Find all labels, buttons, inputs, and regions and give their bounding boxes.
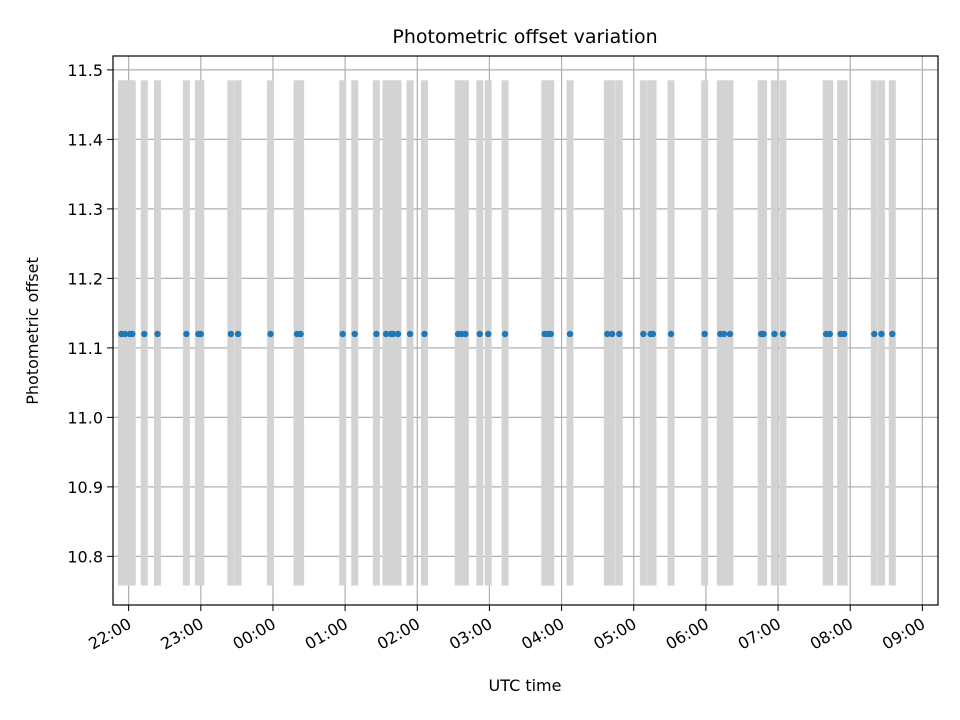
y-tick-label: 11.3 bbox=[67, 200, 103, 219]
y-axis: 10.8 10.9 11.0 11.1 11.2 11.3 11.4 11.5 bbox=[67, 61, 113, 566]
data-point bbox=[267, 330, 274, 338]
y-tick-label: 11.1 bbox=[67, 339, 103, 358]
data-point bbox=[129, 330, 136, 338]
data-point bbox=[604, 330, 611, 338]
x-tick-label: 05:00 bbox=[590, 614, 639, 654]
data-point bbox=[779, 330, 787, 338]
data-point bbox=[141, 330, 148, 338]
y-tick-label: 11.4 bbox=[67, 130, 103, 149]
data-point bbox=[390, 330, 397, 338]
x-tick-label: 07:00 bbox=[735, 614, 784, 654]
y-axis-label: Photometric offset bbox=[23, 257, 42, 405]
points-layer bbox=[118, 330, 896, 338]
y-tick-label: 11.0 bbox=[67, 408, 103, 427]
data-point bbox=[640, 330, 647, 338]
x-tick-label: 09:00 bbox=[879, 614, 928, 654]
x-tick-label: 06:00 bbox=[662, 614, 711, 654]
data-point bbox=[183, 330, 190, 338]
data-point bbox=[197, 330, 204, 338]
x-tick-label: 02:00 bbox=[374, 614, 423, 654]
y-tick-label: 11.5 bbox=[67, 61, 103, 80]
x-tick-label: 23:00 bbox=[157, 614, 206, 654]
data-point bbox=[339, 330, 346, 338]
y-tick-label: 10.9 bbox=[67, 478, 103, 497]
y-tick-label: 11.2 bbox=[67, 269, 103, 288]
x-tick-label: 08:00 bbox=[807, 614, 856, 654]
x-axis: 22:00 23:00 00:00 01:00 02:00 03:00 04:00 05:00… bbox=[85, 605, 928, 654]
data-point bbox=[485, 330, 492, 338]
data-point bbox=[889, 330, 896, 338]
chart-title: Photometric offset variation bbox=[392, 26, 657, 48]
data-point bbox=[501, 330, 509, 338]
data-point bbox=[760, 330, 767, 338]
data-point bbox=[394, 330, 402, 338]
y-tick-label: 10.8 bbox=[67, 547, 103, 566]
x-tick-label: 00:00 bbox=[230, 614, 279, 654]
data-point bbox=[406, 330, 414, 338]
x-tick-label: 22:00 bbox=[85, 614, 134, 654]
data-point bbox=[382, 330, 390, 338]
data-point bbox=[701, 330, 708, 338]
data-point bbox=[616, 330, 623, 338]
data-point bbox=[566, 330, 574, 338]
data-point bbox=[547, 330, 554, 338]
x-tick-label: 03:00 bbox=[446, 614, 495, 654]
data-point bbox=[649, 330, 657, 338]
data-point bbox=[154, 330, 161, 338]
data-point bbox=[840, 330, 848, 338]
data-point bbox=[878, 330, 885, 338]
data-point bbox=[234, 330, 242, 338]
data-point bbox=[421, 330, 428, 338]
data-point bbox=[771, 330, 778, 338]
data-point bbox=[227, 330, 235, 338]
data-point bbox=[373, 330, 380, 338]
plot-frame bbox=[112, 55, 939, 606]
data-point bbox=[720, 330, 728, 338]
data-point bbox=[476, 330, 484, 338]
data-point bbox=[826, 330, 833, 338]
data-point bbox=[667, 330, 675, 338]
data-point bbox=[121, 330, 129, 338]
data-point bbox=[608, 330, 616, 338]
data-point bbox=[726, 330, 734, 338]
x-tick-label: 04:00 bbox=[518, 614, 567, 654]
data-point bbox=[351, 330, 358, 338]
x-tick-label: 01:00 bbox=[302, 614, 351, 654]
data-point bbox=[462, 330, 469, 338]
x-axis-label: UTC time bbox=[489, 676, 562, 695]
data-point bbox=[871, 330, 878, 338]
data-point bbox=[297, 330, 304, 338]
